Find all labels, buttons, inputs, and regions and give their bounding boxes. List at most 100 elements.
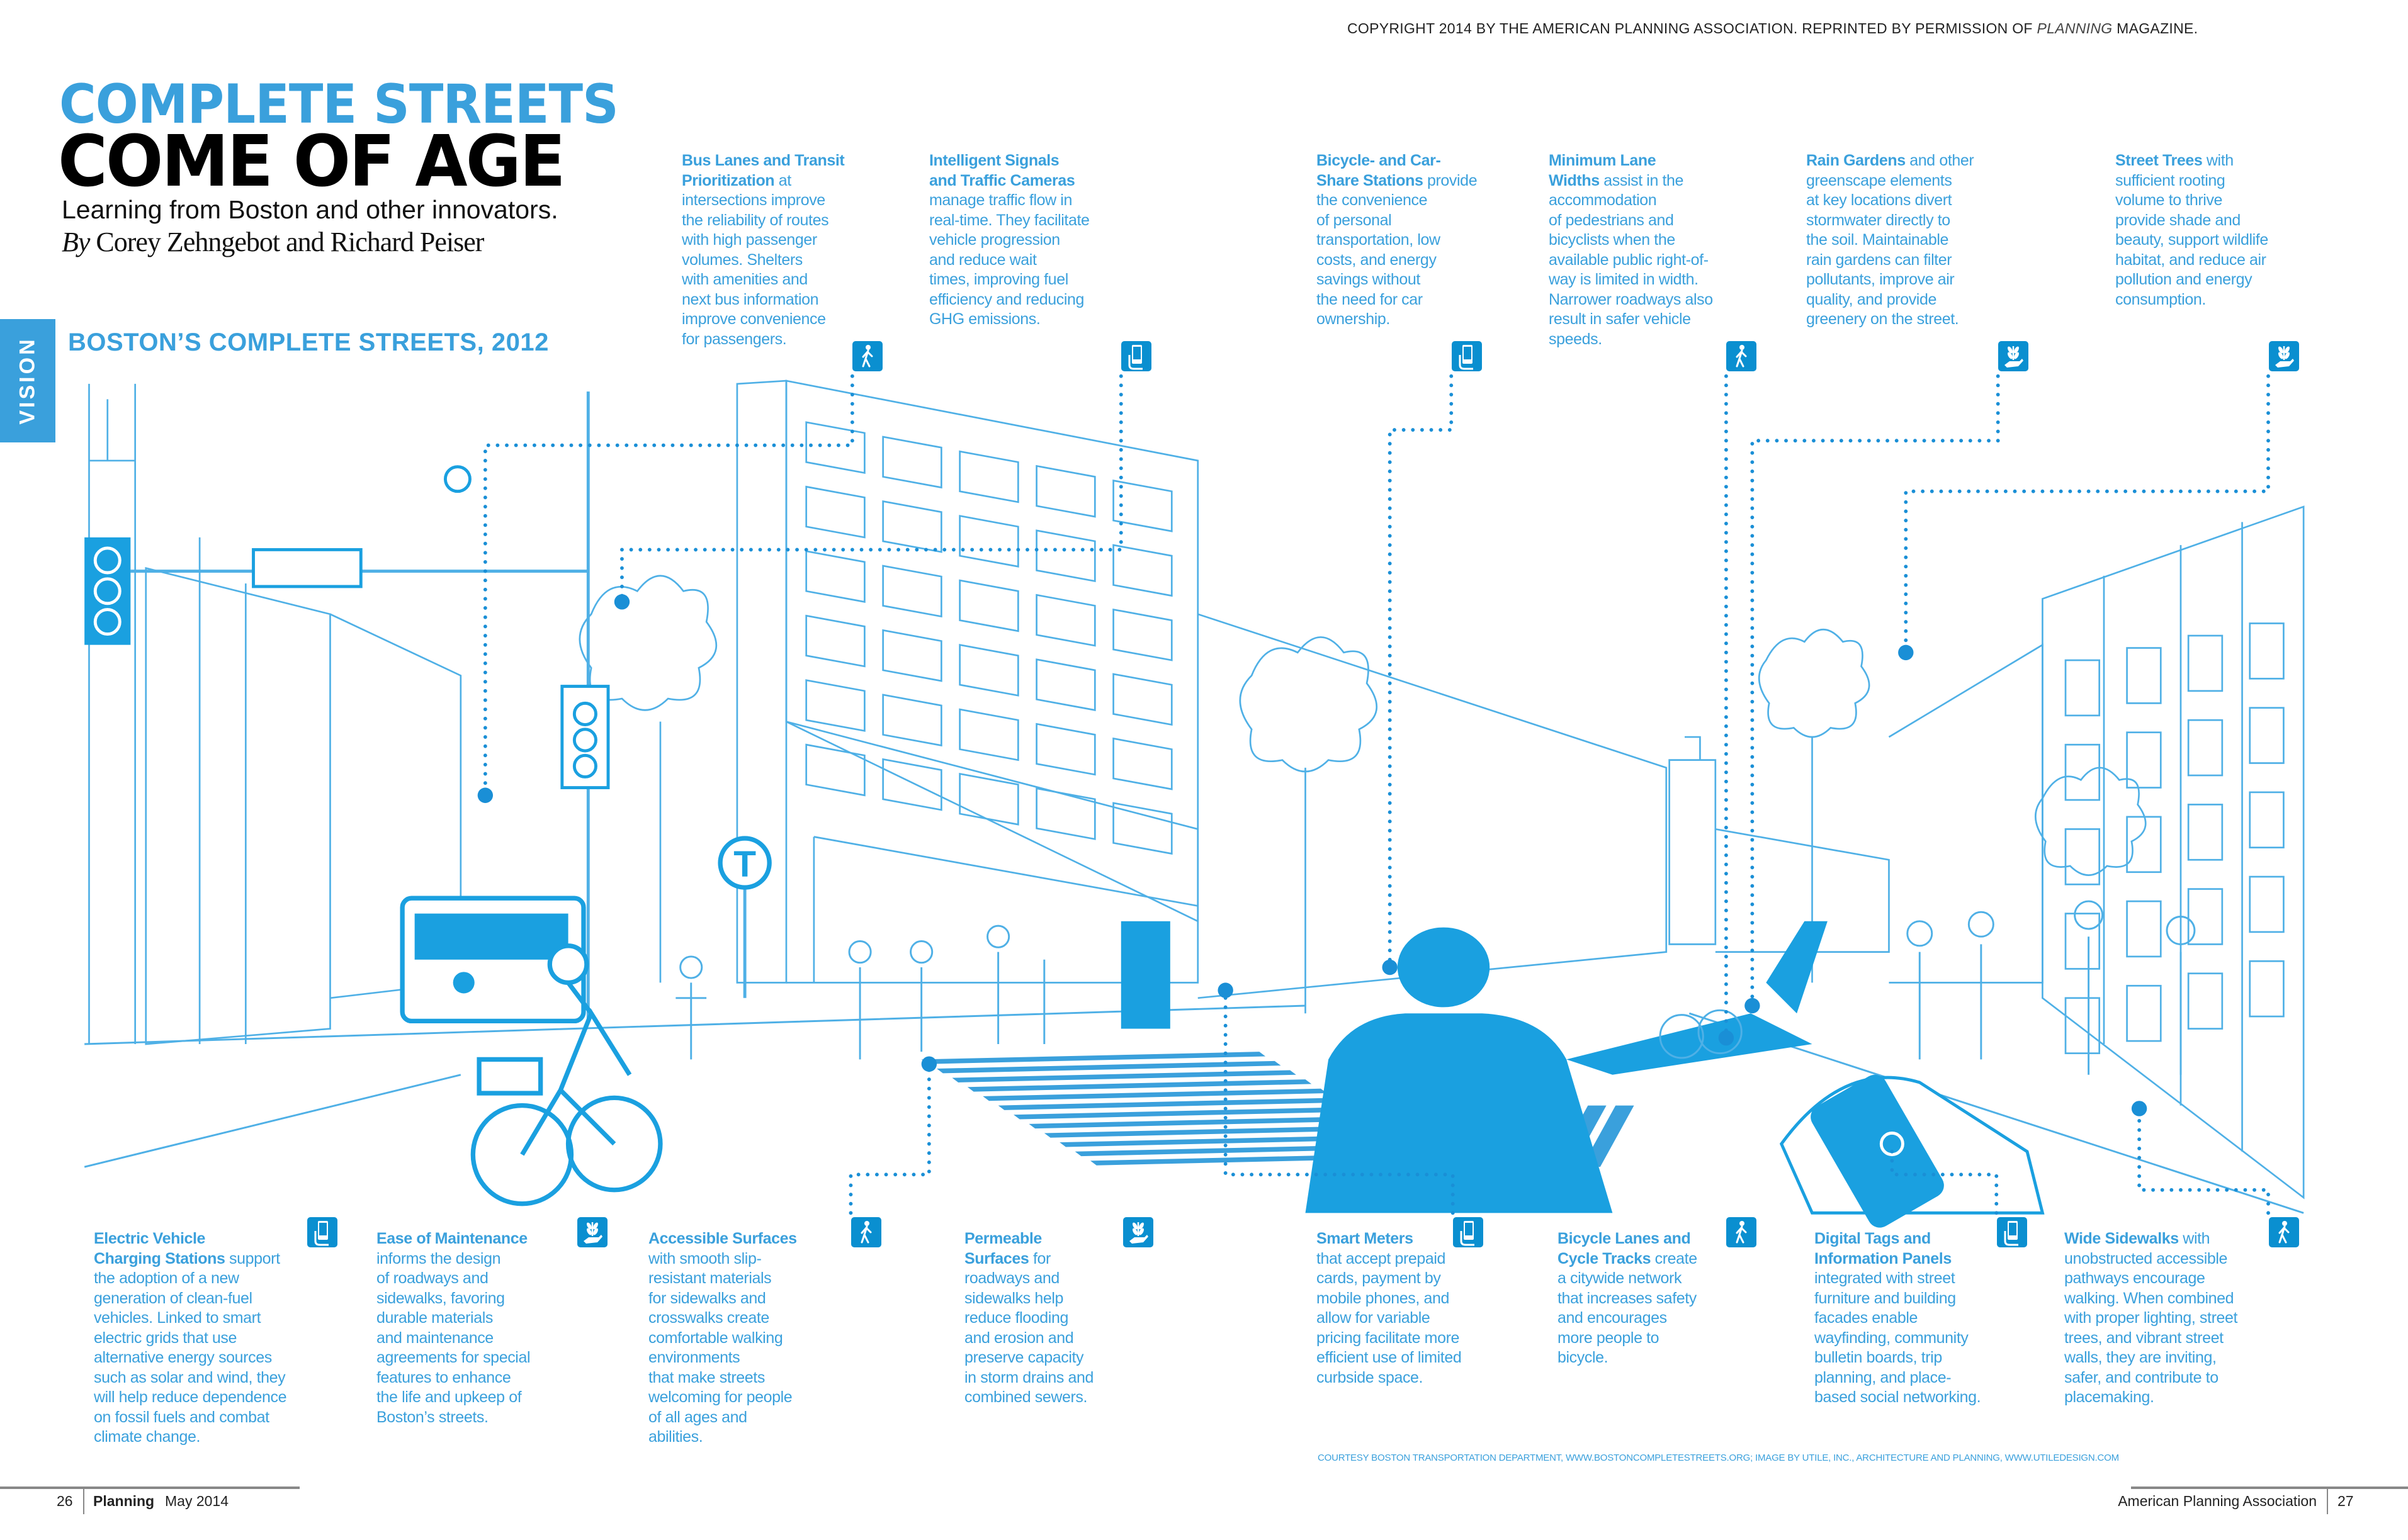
phone-in-hand	[1779, 1074, 2045, 1228]
byline-authors: Corey Zehngebot and Richard Peiser	[89, 227, 484, 257]
crosswalk-stripe	[1044, 1125, 1389, 1138]
window	[882, 629, 942, 682]
buildings	[88, 379, 2305, 1200]
window	[2187, 719, 2224, 777]
callout-body: support the adoption of a new generation…	[94, 1249, 287, 1446]
callout-body: that accept prepaid cards, payment by mo…	[1316, 1249, 1462, 1386]
window	[882, 565, 942, 618]
smartphone-icon	[307, 1217, 337, 1247]
smartphone-icon	[1997, 1217, 2027, 1247]
copyright-text: COPYRIGHT 2014 BY THE AMERICAN PLANNING …	[1347, 20, 2037, 37]
window	[1112, 480, 1173, 532]
crosswalk-stripe	[921, 1052, 1266, 1064]
smartphone-icon	[1121, 341, 1151, 371]
callout-body: provide the convenience of personal tran…	[1316, 171, 1478, 329]
crosswalk-stripe	[937, 1060, 1281, 1074]
window	[1036, 593, 1096, 647]
callout-heading: Bicycle Lanes and Cycle Tracks	[1557, 1230, 1691, 1267]
footer-separator-left	[83, 1488, 84, 1514]
callout-heading: Permeable Surfaces	[964, 1230, 1042, 1267]
callout-heading: Bicycle- and Car- Share Stations	[1316, 152, 1441, 189]
callout: Intelligent Signals and Traffic Cameras …	[929, 151, 1090, 330]
copyright-suffix: MAGAZINE.	[2112, 20, 2198, 37]
transit-sign: T	[718, 836, 772, 998]
footer-separator-right	[2327, 1488, 2328, 1514]
window	[2249, 791, 2285, 849]
window	[1112, 608, 1173, 661]
window	[959, 450, 1019, 503]
callout-heading: Intelligent Signals and Traffic Cameras	[929, 152, 1075, 189]
callout: Ease of Maintenance informs the design o…	[376, 1229, 531, 1427]
crosswalk-stripe	[967, 1079, 1312, 1092]
callout-heading: Accessible Surfaces	[648, 1230, 797, 1247]
callout-body: assist in the accommodation of pedestria…	[1549, 171, 1713, 348]
crosswalk-stripe	[952, 1070, 1296, 1082]
crosswalk-stripe	[998, 1098, 1343, 1110]
window	[2064, 743, 2101, 801]
smartphone-icon	[1452, 341, 1482, 371]
crosswalk-stripe	[1029, 1116, 1373, 1129]
foreground-cyclist-figure	[1305, 927, 1613, 1213]
window	[805, 485, 866, 539]
traffic-signals	[84, 391, 610, 1021]
window	[882, 500, 942, 553]
callout-heading: Minimum Lane Widths	[1549, 152, 1656, 189]
window	[2126, 900, 2162, 958]
callout: Smart Meters that accept prepaid cards, …	[1316, 1229, 1462, 1388]
window	[1036, 464, 1096, 518]
callout-heading: Bus Lanes and Transit Prioritization	[682, 152, 845, 189]
pedestrian-icon	[2269, 1217, 2299, 1247]
section-heading: BOSTON’S COMPLETE STREETS, 2012	[68, 329, 549, 356]
midblock-rowhouses	[1197, 613, 1890, 999]
window	[959, 644, 1019, 697]
left-buildings	[88, 383, 462, 1045]
window	[2187, 888, 2224, 945]
window	[2126, 647, 2162, 704]
crosswalk-stripe	[1014, 1107, 1358, 1120]
article-subtitle: Learning from Boston and other innovator…	[62, 195, 558, 224]
leader-dots	[477, 594, 2147, 1116]
callout: Bicycle- and Car- Share Stations provide…	[1316, 151, 1478, 330]
building-windows	[805, 421, 2285, 1054]
callout: Bus Lanes and Transit Prioritization at …	[682, 151, 845, 349]
window	[2064, 659, 2101, 717]
window	[2249, 622, 2285, 680]
center-tall-building	[736, 379, 1199, 984]
crosswalk-stripe	[983, 1088, 1327, 1101]
callout-heading: Street Trees	[2115, 152, 2203, 169]
callout-body: informs the design of roadways and sidew…	[376, 1249, 531, 1426]
bus	[400, 896, 1170, 1029]
article-title-line2: COME OF AGE	[58, 121, 566, 203]
callout-body: with unobstructed accessible pathways en…	[2064, 1230, 2238, 1406]
callout-body: for roadways and sidewalks help reduce f…	[964, 1249, 1094, 1407]
window	[882, 694, 942, 747]
callout: Rain Gardens and other greenscape elemen…	[1806, 151, 1974, 330]
article-title-line1: COMPLETE STREETS	[59, 73, 619, 136]
copyright-magazine-name: PLANNING	[2037, 20, 2113, 37]
window	[2249, 960, 2285, 1018]
pedestrian-icon	[852, 341, 883, 371]
byline: By Corey Zehngebot and Richard Peiser	[62, 227, 484, 258]
window	[1036, 722, 1096, 776]
window	[2126, 731, 2162, 789]
window	[959, 515, 1019, 568]
callout-body: with sufficient rooting volume to thrive…	[2115, 152, 2268, 308]
right-buildings	[1888, 505, 2305, 1200]
cyclist-left	[470, 943, 663, 1206]
callout: Street Trees with sufficient rooting vol…	[2115, 151, 2268, 310]
transit-sign-letter: T	[733, 844, 756, 885]
window	[2187, 634, 2224, 692]
window	[2126, 984, 2162, 1042]
callout-body: integrated with street furniture and bui…	[1814, 1269, 1981, 1406]
window	[805, 421, 866, 475]
callout-body: manage traffic flow in real-time. They f…	[929, 191, 1090, 328]
callout: Minimum Lane Widths assist in the accomm…	[1549, 151, 1713, 349]
pedestrian-silhouettes	[675, 900, 2196, 1075]
left-page-number: 26	[57, 1493, 73, 1509]
window	[1112, 544, 1173, 597]
smartphone-icon	[1453, 1217, 1483, 1247]
byline-by: By	[62, 227, 90, 257]
window	[1112, 673, 1173, 726]
